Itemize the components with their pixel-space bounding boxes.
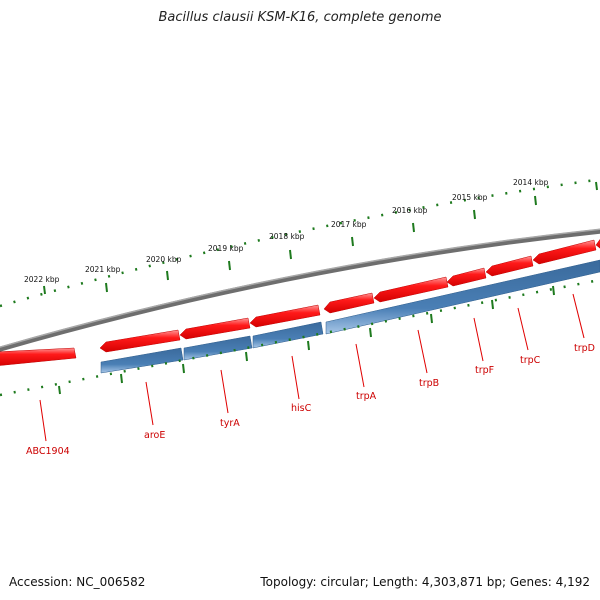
gene-feature-forward[interactable] bbox=[99, 329, 181, 353]
kbp-label: 2017 kbp bbox=[331, 220, 367, 229]
gene-label-trpd[interactable]: trpD bbox=[574, 343, 595, 354]
major-tick bbox=[552, 285, 555, 296]
inner-ruler bbox=[0, 278, 600, 397]
genome-summary-text: Topology: circular; Length: 4,303,871 bp… bbox=[260, 575, 590, 589]
major-tick bbox=[351, 236, 354, 247]
leader-line bbox=[473, 317, 484, 362]
gene-feature-reverse[interactable] bbox=[100, 347, 184, 374]
gene-feature-forward[interactable] bbox=[595, 235, 600, 249]
gene-label-trpb[interactable]: trpB bbox=[419, 378, 439, 389]
kbp-label: 2020 kbp bbox=[146, 255, 182, 264]
genome-backbone bbox=[0, 228, 600, 352]
leader-line bbox=[572, 293, 585, 339]
major-tick bbox=[595, 181, 598, 191]
leader-line bbox=[39, 399, 47, 442]
major-tick bbox=[105, 282, 108, 293]
gene-label-hisc[interactable]: hisC bbox=[291, 403, 312, 414]
leader-line bbox=[417, 329, 428, 374]
major-tick bbox=[58, 385, 61, 395]
kbp-label: 2021 kbp bbox=[85, 265, 121, 274]
leader-line bbox=[220, 369, 229, 414]
gene-feature-forward[interactable] bbox=[249, 304, 321, 328]
gene-feature-forward[interactable] bbox=[532, 239, 597, 265]
major-tick bbox=[182, 363, 185, 374]
gene-label-trpc[interactable]: trpC bbox=[520, 355, 541, 366]
major-tick bbox=[534, 195, 537, 206]
kbp-label: 2018 kbp bbox=[269, 232, 305, 241]
gene-feature-reverse[interactable] bbox=[325, 259, 600, 335]
major-tick bbox=[245, 351, 248, 362]
gene-labels: ABC1904 aroE tyrA hisC trpA trpB trpF tr… bbox=[26, 343, 595, 457]
gene-feature-forward[interactable] bbox=[323, 292, 375, 314]
gene-label-tyra[interactable]: tyrA bbox=[220, 418, 240, 429]
major-tick bbox=[430, 313, 433, 324]
major-tick bbox=[307, 340, 310, 351]
forward-strand-genes bbox=[0, 235, 600, 366]
gene-label-trpa[interactable]: trpA bbox=[356, 391, 377, 402]
major-tick bbox=[369, 327, 372, 338]
reverse-strand-genes bbox=[100, 259, 600, 374]
gene-feature-reverse[interactable] bbox=[252, 321, 324, 349]
gene-label-aroe[interactable]: aroE bbox=[144, 430, 165, 441]
gene-feature-forward[interactable] bbox=[179, 317, 251, 340]
gene-feature-forward[interactable] bbox=[0, 347, 77, 366]
major-tick bbox=[228, 260, 231, 271]
leader-line bbox=[355, 343, 365, 388]
kbp-label: 2016 kbp bbox=[392, 206, 428, 215]
major-tick bbox=[491, 299, 494, 310]
major-tick bbox=[166, 270, 169, 281]
major-tick bbox=[473, 209, 476, 220]
gene-feature-reverse[interactable] bbox=[183, 335, 253, 361]
leader-line bbox=[517, 307, 529, 351]
outer-ruler bbox=[0, 178, 600, 308]
gene-label-abc1904[interactable]: ABC1904 bbox=[26, 446, 70, 457]
leader-line bbox=[291, 355, 300, 400]
gene-leader-lines bbox=[39, 293, 585, 442]
gene-feature-forward[interactable] bbox=[485, 255, 534, 277]
gene-label-trpf[interactable]: trpF bbox=[475, 365, 494, 376]
accession-text: Accession: NC_006582 bbox=[9, 575, 146, 589]
major-tick bbox=[412, 222, 415, 233]
kbp-labels: 2022 kbp 2021 kbp 2020 kbp 2019 kbp 2018… bbox=[24, 178, 549, 284]
major-tick bbox=[289, 249, 292, 260]
map-title: Bacillus clausii KSM-K16, complete genom… bbox=[158, 10, 442, 25]
gene-feature-forward[interactable] bbox=[446, 267, 487, 287]
major-tick bbox=[120, 373, 123, 384]
leader-line bbox=[145, 381, 154, 426]
major-tick bbox=[43, 285, 46, 295]
kbp-label: 2014 kbp bbox=[513, 178, 549, 187]
kbp-label: 2019 kbp bbox=[208, 244, 244, 253]
kbp-label: 2022 kbp bbox=[24, 275, 60, 284]
genome-backbone-highlight bbox=[0, 228, 600, 348]
kbp-label: 2015 kbp bbox=[452, 193, 488, 202]
inner-minor-ticks bbox=[0, 278, 600, 397]
gene-feature-forward[interactable] bbox=[373, 276, 449, 303]
